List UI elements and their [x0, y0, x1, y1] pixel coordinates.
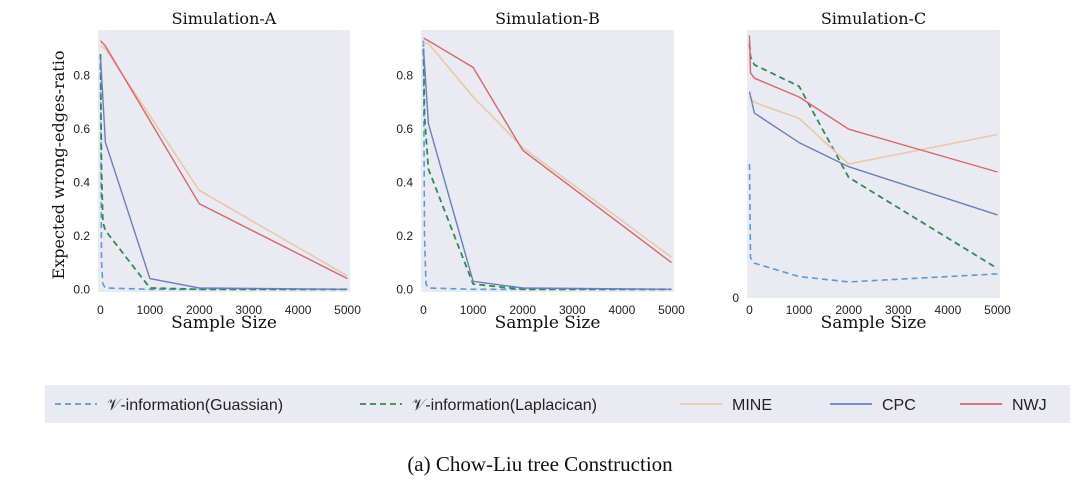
series-line-cpc [748, 91, 998, 216]
series-line-v-laplacian [99, 54, 348, 291]
panel-title: Simulation-C [821, 9, 926, 28]
x-axis-label: Sample Size [171, 313, 277, 333]
legend: 𝒱-information(Guassian) 𝒱-information(Lap… [45, 385, 1070, 423]
y-tick-label: 0.2 [396, 229, 413, 243]
x-tick-label: 4000 [935, 303, 962, 317]
x-tick-label: 3000 [559, 303, 586, 317]
x-tick-label: 1000 [137, 303, 164, 317]
series-line-v-gaussian [748, 163, 998, 283]
x-tick-label: 0 [746, 303, 753, 317]
series-line-cpc [99, 56, 348, 290]
x-tick-label: 5000 [658, 303, 685, 317]
y-tick-label: 0.4 [396, 175, 413, 189]
figure-caption: (a) Chow-Liu tree Construction [407, 452, 673, 476]
y-tick-label: 0.0 [73, 282, 90, 296]
panels: Simulation-A 0 1000 2000 3000 4000 5000 0.0 0.2 0… [73, 9, 1011, 333]
series-line-mine [748, 96, 998, 165]
plot-area [421, 30, 674, 292]
series-line-cpc [422, 48, 672, 290]
y-tick-label: 0.8 [73, 68, 90, 82]
x-tick-label: 3000 [235, 303, 262, 317]
x-tick-label: 1000 [786, 303, 813, 317]
panel-title: Simulation-A [172, 9, 277, 28]
series-line-nwj [423, 37, 672, 264]
legend-item-v-laplacian: 𝒱-information(Laplacican) [360, 397, 597, 414]
plot-area [98, 30, 350, 292]
y-tick-label: 0.0 [396, 282, 413, 296]
y-axis-label: Expected wrong-edges-ratio [49, 51, 68, 280]
x-tick-label: 2000 [186, 303, 213, 317]
plot-area [747, 30, 1000, 298]
y-tick-label: 0.2 [73, 229, 90, 243]
series-line-mine [423, 42, 672, 258]
x-tick-label: 0 [97, 303, 104, 317]
legend-label: 𝒱-information(Guassian) [107, 397, 283, 414]
y-tick-label: 0 [732, 291, 739, 305]
legend-background [45, 385, 1070, 423]
legend-item-cpc: CPC [830, 397, 916, 414]
y-tick-label: 0.6 [396, 122, 413, 136]
x-tick-label: 1000 [460, 303, 487, 317]
series-line-nwj [748, 35, 998, 173]
y-tick-label: 0.4 [73, 175, 90, 189]
series-line-v-gaussian [99, 62, 348, 291]
x-tick-label: 2000 [835, 303, 862, 317]
legend-label: NWJ [1012, 397, 1047, 414]
legend-label: CPC [882, 397, 916, 414]
panel-3: Simulation-C 0 1000 2000 3000 4000 5000 0 Sample… [732, 9, 1011, 333]
x-tick-label: 4000 [285, 303, 312, 317]
x-tick-label: 5000 [984, 303, 1011, 317]
x-tick-label: 3000 [885, 303, 912, 317]
legend-item-v-gaussian: 𝒱-information(Guassian) [55, 397, 283, 414]
series-line-nwj [99, 40, 348, 280]
panel-title: Simulation-B [495, 9, 600, 28]
x-axis-label: Sample Size [821, 313, 927, 333]
legend-item-nwj: NWJ [960, 397, 1047, 414]
legend-label: MINE [732, 397, 772, 414]
legend-label: 𝒱-information(Laplacican) [412, 397, 597, 414]
series-line-v-laplacian [422, 48, 672, 291]
series-line-mine [100, 45, 348, 277]
legend-items: 𝒱-information(Guassian) 𝒱-information(Lap… [55, 397, 1047, 414]
y-tick-label: 0.6 [73, 122, 90, 136]
x-tick-label: 5000 [334, 303, 361, 317]
panel-1: Simulation-A 0 1000 2000 3000 4000 5000 0.0 0.2 0… [73, 9, 361, 333]
x-tick-label: 2000 [509, 303, 536, 317]
x-tick-label: 0 [420, 303, 427, 317]
legend-item-mine: MINE [680, 397, 772, 414]
y-tick-label: 0.8 [396, 68, 413, 82]
x-axis-label: Sample Size [495, 313, 601, 333]
x-tick-label: 4000 [609, 303, 636, 317]
panel-2: Simulation-B 0 1000 2000 3000 4000 5000 0.0 0.2 0… [396, 9, 685, 333]
